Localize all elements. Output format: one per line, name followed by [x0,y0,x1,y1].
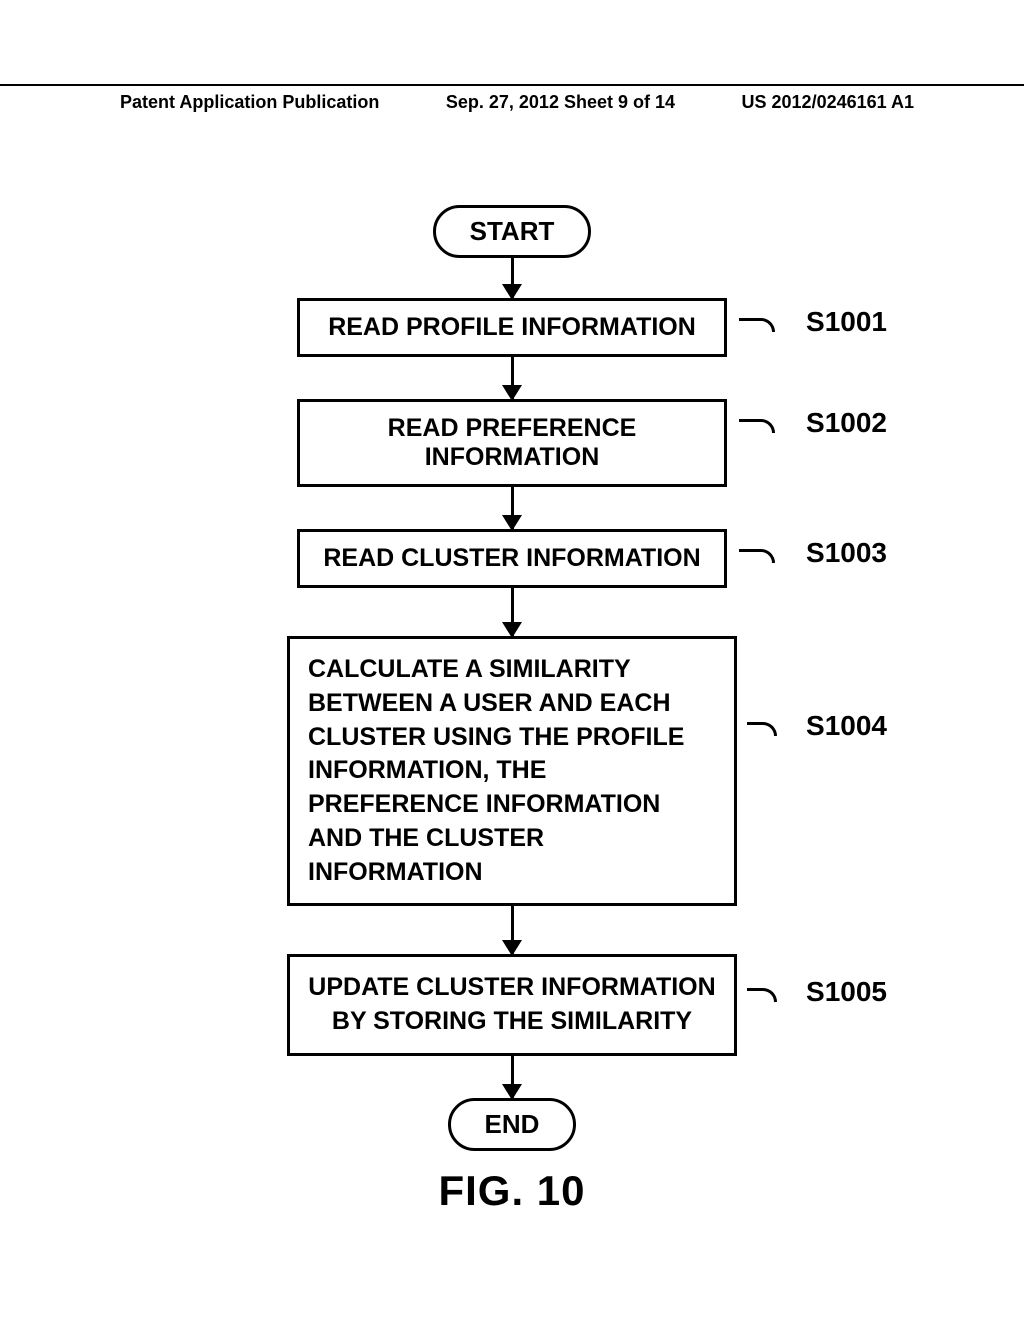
start-terminal: START [433,205,592,258]
step-label: S1005 [806,976,887,1008]
arrow [511,357,514,399]
process-box: UPDATE CLUSTER INFORMATION BY STORING TH… [287,954,737,1056]
header-right: US 2012/0246161 A1 [742,92,914,113]
flowchart: START READ PROFILE INFORMATION S1001 REA… [287,205,737,1151]
header-row: Patent Application Publication Sep. 27, … [0,92,1024,113]
arrow [511,487,514,529]
header-center: Sep. 27, 2012 Sheet 9 of 14 [446,92,675,113]
page-header: Patent Application Publication Sep. 27, … [0,84,1024,113]
process-box: READ CLUSTER INFORMATION [297,529,727,588]
arrow [511,1056,514,1098]
label-connector [747,722,777,736]
step-s1005: UPDATE CLUSTER INFORMATION BY STORING TH… [287,954,737,1056]
label-connector [739,318,775,332]
end-terminal: END [448,1098,577,1151]
step-s1004: CALCULATE A SIMILARITY BETWEEN A USER AN… [287,636,737,906]
process-box: READ PROFILE INFORMATION [297,298,727,357]
label-connector [739,419,775,433]
arrow [511,906,514,954]
step-label: S1004 [806,710,887,742]
step-s1003: READ CLUSTER INFORMATION S1003 [297,529,727,588]
header-left: Patent Application Publication [120,92,379,113]
step-label: S1003 [806,537,887,569]
process-box: READ PREFERENCE INFORMATION [297,399,727,487]
page: Patent Application Publication Sep. 27, … [0,0,1024,1320]
label-connector [739,549,775,563]
arrow [511,588,514,636]
step-label: S1001 [806,306,887,338]
figure-caption: FIG. 10 [438,1167,585,1215]
step-s1001: READ PROFILE INFORMATION S1001 [297,298,727,357]
step-s1002: READ PREFERENCE INFORMATION S1002 [297,399,727,487]
arrow [511,258,514,298]
step-label: S1002 [806,407,887,439]
label-connector [747,988,777,1002]
process-box: CALCULATE A SIMILARITY BETWEEN A USER AN… [287,636,737,906]
